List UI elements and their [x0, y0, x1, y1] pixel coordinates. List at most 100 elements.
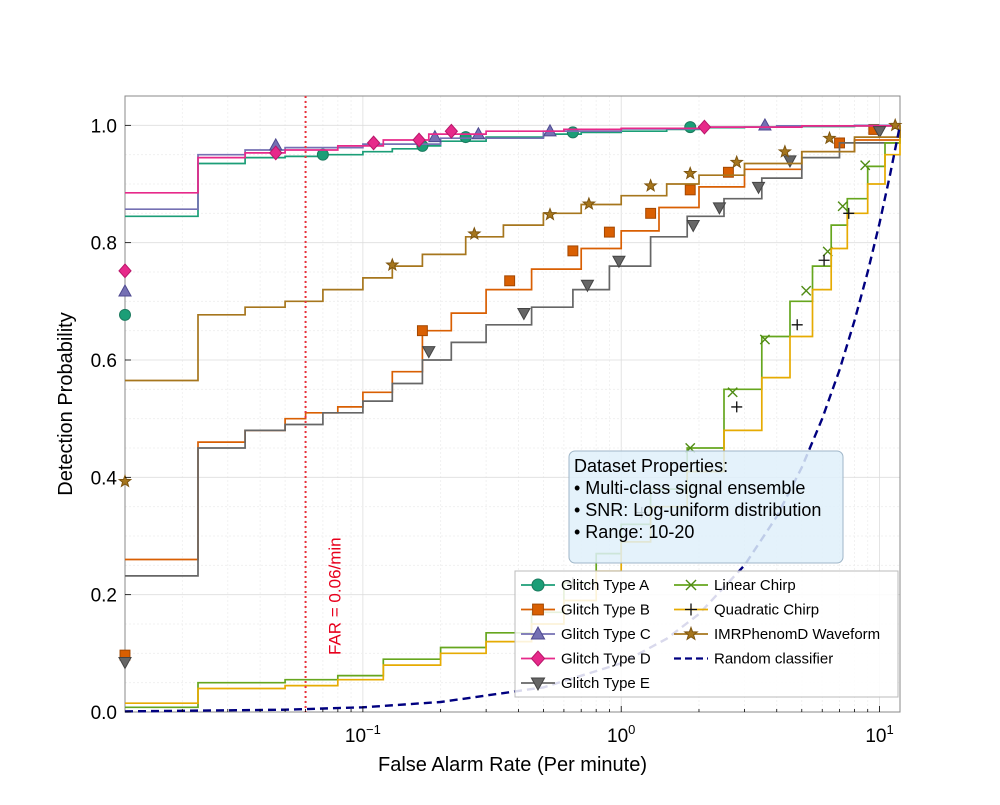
legend-item-glitch-type-a: Glitch Type A	[521, 577, 649, 594]
series-glitch-type-c	[118, 117, 900, 297]
legend-item-glitch-type-d: Glitch Type D	[521, 650, 651, 668]
far-threshold-label: FAR = 0.06/min	[326, 537, 345, 655]
legend-label: Glitch Type D	[561, 651, 651, 668]
series-imrphenomd-waveform	[117, 117, 903, 488]
x-tick-label: 10−1	[345, 722, 381, 747]
legend-marker	[685, 579, 697, 591]
legend-label: Linear Chirp	[714, 577, 796, 594]
data-point	[612, 255, 626, 269]
data-point	[783, 155, 797, 168]
x-tick-label: 100	[607, 722, 635, 747]
legend-label: Random classifier	[714, 651, 833, 668]
data-point	[416, 325, 428, 337]
series-line	[125, 124, 900, 211]
legend-label: Glitch Type C	[561, 626, 651, 643]
data-point	[118, 657, 132, 670]
data-point	[542, 207, 558, 221]
data-point	[459, 131, 472, 144]
series-line	[125, 125, 901, 194]
legend: Glitch Type A Glitch Type B Glitch Type C G…	[514, 570, 899, 698]
data-point	[697, 119, 712, 135]
y-tick-label: 0.6	[91, 351, 117, 372]
series-glitch-type-d	[118, 119, 901, 279]
data-point	[843, 207, 855, 219]
data-point	[684, 184, 696, 196]
info-box-title: Dataset Properties:	[574, 456, 728, 476]
data-point	[777, 144, 792, 158]
info-box-line: • Multi-class signal ensemble	[574, 478, 805, 498]
data-point	[686, 219, 701, 233]
legend-frame	[514, 570, 899, 698]
legend-marker	[531, 578, 545, 592]
y-tick-label: 0.0	[91, 703, 117, 724]
data-point	[758, 117, 772, 131]
data-point	[118, 283, 132, 297]
data-point	[581, 196, 597, 210]
legend-label: Glitch Type E	[561, 675, 650, 692]
legend-item-random-classifier: Random classifier	[674, 651, 833, 668]
data-point	[543, 123, 557, 137]
y-axis-title: Detection Probability	[55, 312, 77, 495]
legend-item-linear-chirp: Linear Chirp	[674, 577, 796, 594]
info-box-background	[568, 450, 844, 564]
legend-label: Glitch Type B	[561, 602, 650, 619]
data-point	[516, 307, 531, 321]
data-point	[759, 334, 771, 345]
data-point	[269, 145, 283, 161]
data-point	[427, 129, 442, 143]
data-point	[729, 154, 744, 169]
data-point	[872, 126, 887, 139]
data-point	[385, 257, 400, 272]
data-point	[118, 263, 132, 279]
series-layer	[117, 96, 903, 713]
series-glitch-type-e	[118, 125, 901, 670]
data-point	[580, 279, 595, 293]
data-point	[467, 226, 482, 240]
data-point	[822, 130, 837, 145]
data-point	[421, 346, 436, 359]
data-point	[119, 308, 131, 321]
x-axis-title: False Alarm Rate (Per minute)	[378, 754, 647, 776]
dataset-info-box: Dataset Properties: • Multi-class signal…	[568, 450, 844, 564]
legend-item-glitch-type-b: Glitch Type B	[521, 602, 650, 619]
x-tick-label: 101	[865, 722, 893, 747]
data-point	[366, 135, 381, 151]
data-point	[412, 132, 426, 148]
data-point	[683, 165, 698, 180]
data-point	[603, 226, 615, 238]
legend-item-quadratic-chirp: Quadratic Chirp	[674, 602, 819, 619]
legend-label: Glitch Type A	[561, 577, 649, 594]
data-point	[444, 123, 459, 139]
data-point	[801, 285, 812, 296]
data-point	[731, 401, 743, 413]
legend-marker	[530, 626, 546, 640]
info-box-line: • Range: 10-20	[574, 522, 694, 542]
data-point	[504, 275, 516, 287]
data-point	[818, 254, 830, 266]
data-point	[117, 473, 133, 488]
legend-label: Quadratic Chirp	[714, 602, 819, 619]
data-point	[712, 202, 727, 215]
data-point	[567, 245, 579, 257]
y-tick-label: 0.8	[91, 234, 117, 255]
legend-item-imrphenomd-waveform: IMRPhenomD Waveform	[674, 625, 880, 643]
data-point	[837, 201, 848, 212]
data-point	[727, 387, 738, 398]
data-point	[684, 121, 697, 134]
data-point	[791, 319, 803, 331]
data-point	[860, 160, 871, 171]
legend-label: IMRPhenomD Waveform	[714, 626, 880, 643]
info-box-line: • SNR: Log-uniform distribution	[574, 500, 821, 520]
legend-marker	[532, 603, 544, 616]
y-tick-label: 1.0	[91, 116, 117, 137]
data-point	[722, 166, 734, 178]
legend-marker	[530, 650, 546, 667]
data-point	[645, 207, 657, 219]
axes-frame	[124, 95, 901, 713]
data-point	[566, 126, 579, 139]
legend-item-glitch-type-c: Glitch Type C	[521, 626, 651, 643]
data-point	[643, 178, 658, 192]
legend-marker	[685, 603, 697, 616]
data-point	[888, 117, 903, 132]
legend-item-glitch-type-e: Glitch Type E	[521, 675, 650, 692]
